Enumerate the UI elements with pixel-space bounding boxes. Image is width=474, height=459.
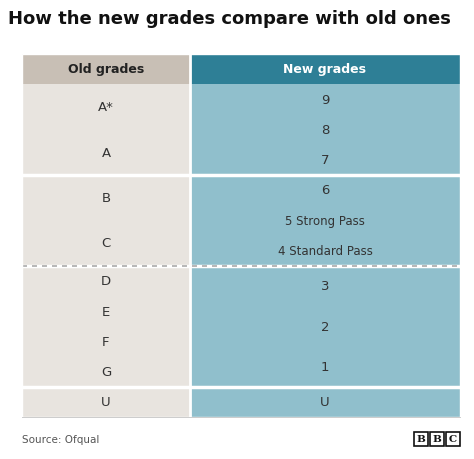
Text: 9: 9 [321, 94, 329, 106]
Text: Old grades: Old grades [68, 63, 144, 76]
FancyBboxPatch shape [22, 266, 190, 387]
Text: B: B [433, 435, 441, 443]
Text: U: U [320, 396, 330, 409]
FancyBboxPatch shape [190, 55, 460, 85]
Text: A*: A* [98, 101, 114, 114]
FancyBboxPatch shape [190, 387, 460, 417]
FancyBboxPatch shape [22, 387, 190, 417]
Text: 4 Standard Pass: 4 Standard Pass [278, 245, 373, 257]
Text: C: C [101, 237, 110, 250]
FancyBboxPatch shape [430, 432, 444, 446]
Text: Source: Ofqual: Source: Ofqual [22, 434, 100, 444]
Text: F: F [102, 335, 110, 348]
FancyBboxPatch shape [22, 85, 190, 175]
Text: G: G [101, 365, 111, 378]
Text: 2: 2 [321, 320, 329, 333]
Text: 8: 8 [321, 123, 329, 137]
FancyBboxPatch shape [190, 175, 460, 266]
Text: U: U [101, 396, 111, 409]
Text: 6: 6 [321, 184, 329, 197]
Text: D: D [101, 274, 111, 288]
FancyBboxPatch shape [446, 432, 460, 446]
Text: How the new grades compare with old ones: How the new grades compare with old ones [8, 10, 451, 28]
Text: C: C [449, 435, 457, 443]
Text: 7: 7 [321, 154, 329, 167]
Text: New grades: New grades [283, 63, 366, 76]
Text: B: B [101, 191, 110, 205]
FancyBboxPatch shape [22, 175, 190, 266]
Text: 3: 3 [321, 280, 329, 293]
Text: 1: 1 [321, 360, 329, 373]
FancyBboxPatch shape [190, 85, 460, 175]
Text: A: A [101, 146, 110, 159]
Text: 5 Strong Pass: 5 Strong Pass [285, 214, 365, 227]
FancyBboxPatch shape [22, 55, 190, 85]
FancyBboxPatch shape [190, 266, 460, 387]
Text: B: B [417, 435, 426, 443]
FancyBboxPatch shape [414, 432, 428, 446]
Text: E: E [102, 305, 110, 318]
